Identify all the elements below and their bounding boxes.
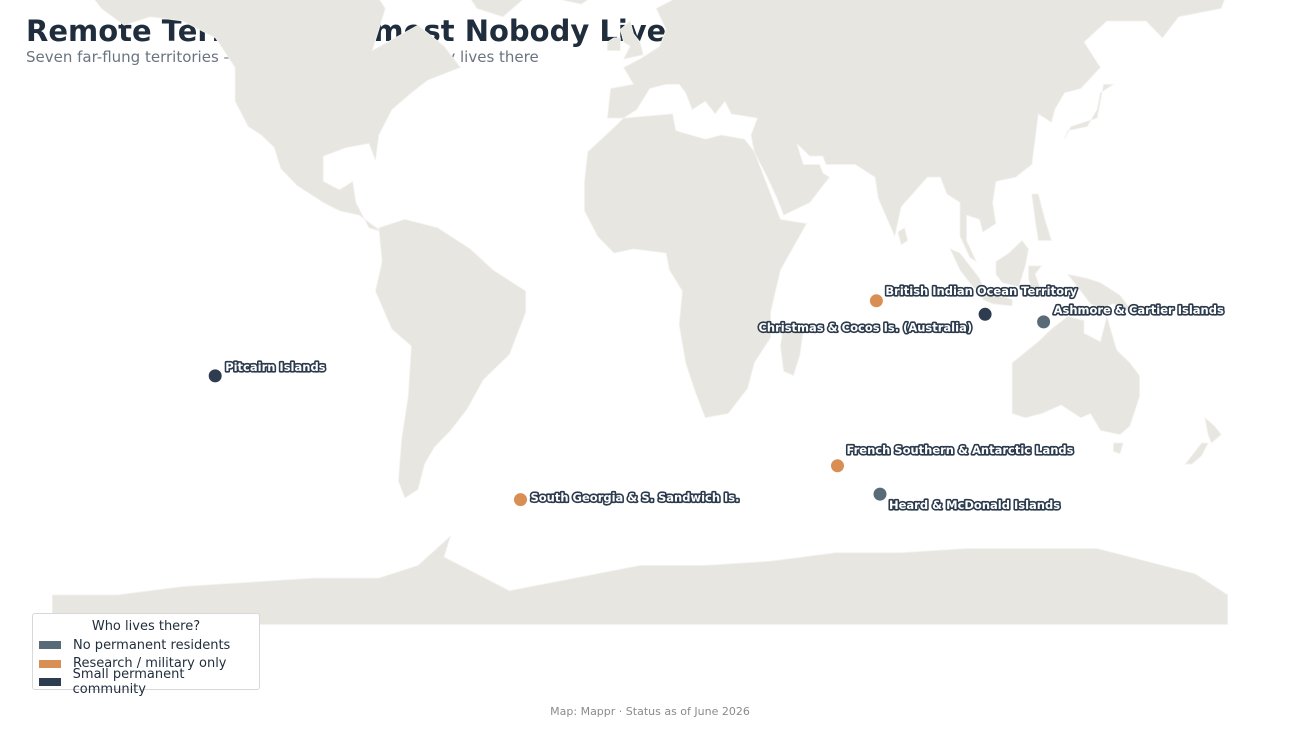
landmass-borneo (995, 239, 1029, 288)
marker-label-pitcairn-islands: Pitcairn Islands (225, 360, 325, 374)
marker-label-heard-mcdonald-islands: Heard & McDonald Islands (889, 498, 1060, 512)
marker-british-indian-ocean-territory[interactable] (868, 293, 884, 309)
marker-christmas-cocos-is-australia[interactable] (977, 306, 993, 322)
legend-item-none: No permanent residents (33, 636, 259, 655)
marker-pitcairn-islands[interactable] (207, 368, 223, 384)
landmass-antarctica (51, 534, 1229, 625)
landmass-new-guinea (1066, 273, 1135, 314)
marker-label-french-southern-antarctic-lands: French Southern & Antarctic Lands (847, 443, 1074, 457)
landmass-new-zealand-south (1184, 442, 1209, 465)
legend: Who lives there? No permanent residents … (32, 613, 260, 697)
marker-layer: British Indian Ocean Territory Christmas … (207, 282, 1226, 514)
landmass-java (982, 294, 1013, 307)
legend-swatch-none (39, 641, 61, 650)
legend-label-community: Small permanent community (72, 667, 185, 698)
landmass-philippines (1031, 193, 1052, 241)
landmass-great-britain (619, 20, 644, 60)
marker-heard-mcdonald-islands[interactable] (872, 486, 888, 502)
landmass-greenland (470, 0, 523, 18)
marker-label-ashmore-cartier-islands: Ashmore & Cartier Islands (1054, 303, 1224, 317)
legend-label-none: No permanent residents (73, 637, 231, 653)
landmass-new-zealand-north (1204, 416, 1222, 444)
landmass-sulawesi (1028, 265, 1043, 292)
legend-title: Who lives there? (91, 619, 201, 634)
legend-label-research: Research / military only (73, 656, 227, 672)
legend-item-research: Research / military only (33, 655, 259, 674)
landmass-south-america (375, 218, 527, 499)
marker-french-southern-antarctic-lands[interactable] (830, 458, 845, 474)
marker-label-british-indian-ocean-territory: British Indian Ocean Territory (885, 284, 1077, 298)
landmass-ireland (607, 37, 621, 51)
landmass-north-america (94, 0, 462, 233)
legend-swatch-research (39, 659, 61, 668)
landmass-japan (1064, 83, 1115, 140)
legend-swatch-community (39, 678, 61, 687)
marker-ashmore-cartier-islands[interactable] (1036, 314, 1052, 330)
landmass-tasmania (1113, 442, 1124, 455)
landmass-madagascar (779, 324, 804, 377)
marker-label-south-georgia-s-sandwich-is: South Georgia & S. Sandwich Is. (531, 491, 740, 505)
map-credit: Map: Mappr · Status as of June 2026 (550, 705, 750, 718)
landmass-africa (584, 113, 808, 419)
land-layer (51, 0, 1229, 625)
marker-south-georgia-s-sandwich-is[interactable] (513, 492, 528, 508)
landmass-sri-lanka (897, 227, 909, 246)
landmass-australia (1011, 314, 1140, 436)
landmass-iceland (560, 0, 589, 5)
marker-label-christmas-cocos-is-australia: Christmas & Cocos Is. (Australia) (758, 320, 972, 334)
legend-item-community: Small permanent community (33, 667, 259, 697)
landmass-eurasia (606, 0, 1225, 263)
